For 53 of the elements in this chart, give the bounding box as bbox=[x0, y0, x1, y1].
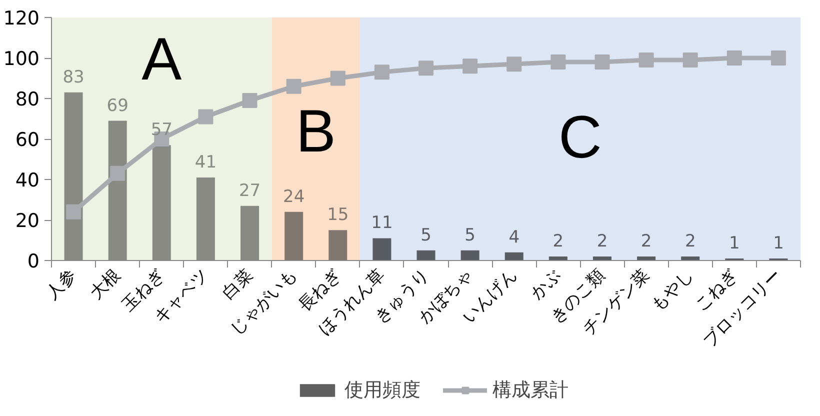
y-tick-label: 120 bbox=[3, 8, 40, 30]
y-tick-label: 60 bbox=[15, 129, 40, 151]
point bbox=[198, 109, 214, 124]
data-label: 4 bbox=[508, 227, 520, 248]
data-label: 11 bbox=[371, 213, 393, 234]
bar bbox=[460, 250, 480, 260]
band-label: A bbox=[142, 26, 182, 93]
data-label: 24 bbox=[283, 186, 305, 207]
y-tick-label: 40 bbox=[15, 170, 40, 192]
point bbox=[286, 78, 302, 94]
point bbox=[594, 54, 610, 70]
y-tick-label: 20 bbox=[15, 210, 40, 232]
data-label: 5 bbox=[464, 225, 476, 246]
data-label: 27 bbox=[238, 180, 261, 201]
bar bbox=[372, 238, 392, 260]
y-tick-label: 80 bbox=[15, 88, 40, 110]
point bbox=[330, 70, 346, 86]
point bbox=[638, 52, 654, 68]
point bbox=[550, 54, 566, 70]
data-label: 41 bbox=[194, 152, 217, 172]
bar bbox=[416, 250, 436, 260]
bar bbox=[504, 252, 524, 260]
data-label: 69 bbox=[106, 96, 128, 116]
y-tick-label: 100 bbox=[3, 48, 40, 70]
band-label: C bbox=[558, 103, 602, 170]
point bbox=[506, 56, 522, 72]
x-tick-label: 人参 bbox=[42, 265, 81, 304]
point bbox=[110, 166, 126, 181]
data-label: 15 bbox=[327, 205, 349, 226]
point bbox=[374, 64, 390, 80]
data-label: 2 bbox=[640, 231, 652, 252]
data-label: 83 bbox=[62, 67, 84, 88]
data-label: 2 bbox=[596, 231, 608, 252]
legend-label: 構成累計 bbox=[492, 378, 568, 403]
point bbox=[682, 52, 698, 68]
data-label: 5 bbox=[420, 225, 432, 246]
bar bbox=[284, 212, 304, 260]
y-tick-label: 0 bbox=[27, 250, 40, 272]
point bbox=[242, 93, 258, 108]
bar bbox=[328, 230, 348, 260]
point bbox=[462, 58, 478, 74]
point bbox=[770, 50, 786, 66]
data-label: 1 bbox=[773, 233, 784, 254]
point bbox=[418, 60, 434, 76]
legend-label: 使用頻度 bbox=[344, 378, 420, 403]
point bbox=[726, 50, 742, 66]
data-label: 2 bbox=[684, 231, 696, 252]
x-tick-label: 白菜 bbox=[218, 265, 257, 304]
data-label: 1 bbox=[729, 233, 740, 254]
band-label: B bbox=[296, 97, 336, 164]
point bbox=[66, 204, 82, 220]
x-tick-label: かぶ bbox=[527, 265, 566, 304]
data-label: 2 bbox=[552, 231, 564, 252]
